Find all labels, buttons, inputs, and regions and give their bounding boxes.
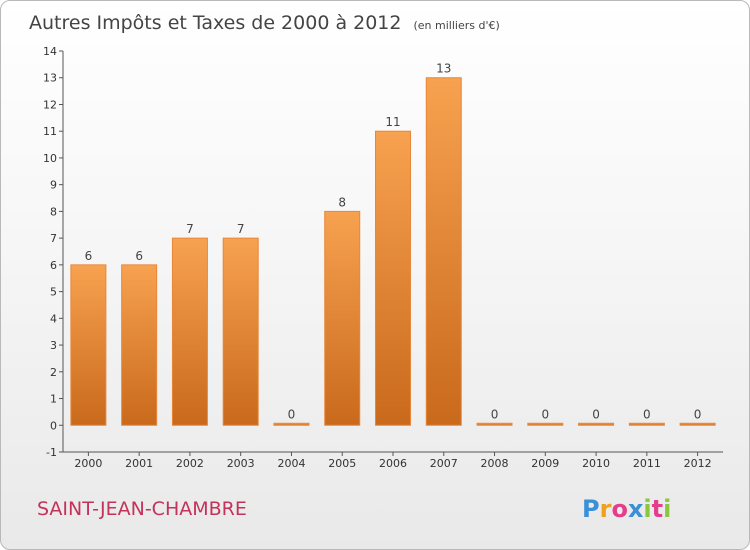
brand-letter: i [643, 495, 651, 523]
y-tick-label: 8 [50, 205, 57, 218]
data-label: 0 [288, 407, 296, 421]
bar [425, 77, 462, 426]
bar [121, 264, 158, 426]
data-label: 13 [436, 62, 451, 76]
brand-letter: i [663, 495, 671, 523]
x-tick-label: 2004 [277, 457, 305, 470]
y-tick-label: 11 [43, 125, 57, 138]
place-name: SAINT-JEAN-CHAMBRE [37, 498, 247, 520]
chart-title: Autres Impôts et Taxes de 2000 à 2012 [29, 12, 402, 34]
data-label: 0 [643, 407, 651, 421]
y-tick-label: 1 [50, 393, 57, 406]
data-label: 0 [541, 407, 549, 421]
brand-letter: r [600, 495, 612, 523]
x-tick-label: 2009 [531, 457, 559, 470]
data-label: 6 [85, 249, 93, 263]
bar [324, 210, 361, 426]
bar [628, 422, 665, 426]
y-tick-label: 5 [50, 286, 57, 299]
data-label: 7 [237, 222, 245, 236]
brand-letter: P [582, 495, 600, 523]
bar [70, 264, 107, 426]
brand-letter: o [611, 495, 628, 523]
x-tick-label: 2003 [227, 457, 255, 470]
y-tick-label: 0 [50, 419, 57, 432]
bar [273, 422, 310, 426]
bar [679, 422, 716, 426]
y-tick-label: -1 [46, 446, 57, 459]
bar [578, 422, 615, 426]
data-label: 11 [385, 115, 400, 129]
brand-letter: x [628, 495, 644, 523]
x-tick-label: 2006 [379, 457, 407, 470]
y-tick-label: 12 [43, 98, 57, 111]
x-tick-label: 2002 [176, 457, 204, 470]
y-tick-label: 6 [50, 259, 57, 272]
bar [375, 130, 411, 426]
data-label: 0 [592, 407, 600, 421]
bar [222, 237, 259, 426]
y-tick-label: 14 [43, 45, 57, 58]
x-tick-label: 2000 [74, 457, 102, 470]
y-tick-label: 10 [43, 152, 57, 165]
data-label: 7 [186, 222, 194, 236]
bar [171, 237, 208, 426]
y-tick-label: 2 [50, 366, 57, 379]
x-tick-label: 2005 [328, 457, 356, 470]
bars: 6 6 7 7 0 8 11 13 0 0 0 0 0 [70, 62, 716, 426]
x-tick-label: 2007 [430, 457, 458, 470]
y-tick-label: 3 [50, 339, 57, 352]
y-tick-label: 4 [50, 312, 57, 325]
x-tick-label: 2001 [125, 457, 153, 470]
data-label: 6 [135, 249, 143, 263]
bar [476, 422, 513, 426]
x-tick-label: 2011 [633, 457, 661, 470]
data-label: 8 [338, 195, 346, 209]
y-tick-label: 7 [50, 232, 57, 245]
chart-unit: (en milliers d'€) [414, 19, 500, 32]
x-tick-label: 2012 [684, 457, 712, 470]
data-label: 0 [694, 407, 702, 421]
x-tick-label: 2010 [582, 457, 610, 470]
y-tick-label: 13 [43, 72, 57, 85]
data-label: 0 [491, 407, 499, 421]
brand-letter: t [652, 495, 663, 523]
brand-logo: Proxiti [582, 495, 671, 523]
bar [527, 422, 564, 426]
x-tick-label: 2008 [481, 457, 509, 470]
y-tick-label: 9 [50, 179, 57, 192]
